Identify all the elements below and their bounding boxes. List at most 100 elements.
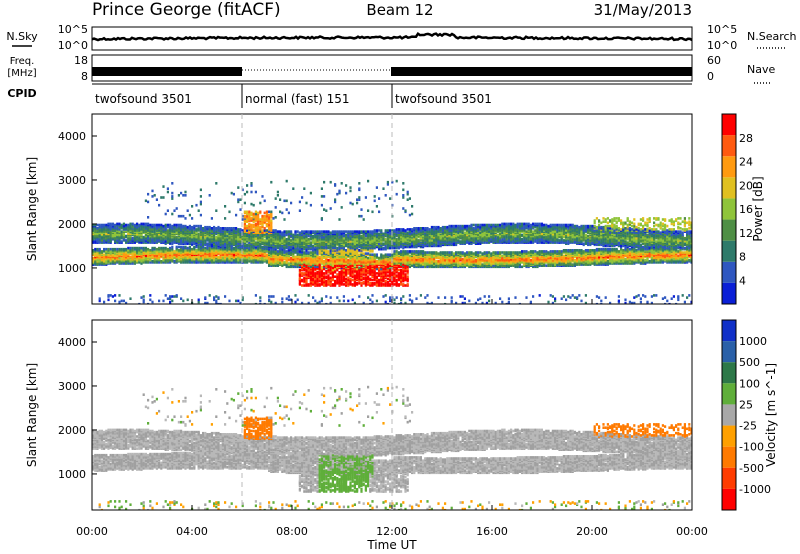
power-cell xyxy=(180,214,183,218)
power-cell xyxy=(305,275,308,278)
power-cell xyxy=(380,284,383,287)
power-cell xyxy=(334,230,337,233)
freq-right-tick-bottom: 0 xyxy=(707,70,714,83)
power-cell xyxy=(287,298,290,302)
power-cell xyxy=(342,299,345,303)
power-cell xyxy=(166,247,169,251)
power-cell xyxy=(243,246,246,250)
power-cell xyxy=(100,223,103,227)
power-cell xyxy=(241,229,244,232)
power-cell xyxy=(325,279,328,283)
power-cell xyxy=(125,301,128,304)
power-cell xyxy=(177,227,180,230)
power-cell xyxy=(298,276,301,280)
power-cell xyxy=(384,300,387,304)
power-cell xyxy=(250,184,253,187)
power-cell xyxy=(349,189,352,193)
power-cell xyxy=(303,276,306,280)
power-cell xyxy=(199,224,202,228)
power-cell xyxy=(140,241,143,244)
power-cell xyxy=(402,196,405,199)
power-cell xyxy=(204,301,207,304)
power-cell xyxy=(149,249,152,252)
power-cell xyxy=(283,261,286,264)
power-cell xyxy=(239,198,242,201)
power-cell xyxy=(287,235,290,239)
power-cell xyxy=(400,233,403,237)
power-cell xyxy=(274,216,277,219)
power-cell xyxy=(276,235,279,239)
power-cell xyxy=(224,227,227,230)
power-cell xyxy=(298,271,301,274)
power-cell xyxy=(274,197,277,200)
power-cell xyxy=(395,250,398,253)
power-cell xyxy=(166,209,169,212)
power-cell xyxy=(402,182,405,185)
power-cell xyxy=(171,245,174,249)
power-cell xyxy=(241,298,244,302)
power-cell xyxy=(129,297,132,300)
power-cell xyxy=(230,239,233,242)
power-cell xyxy=(94,227,97,230)
power-cell xyxy=(206,242,209,245)
power-cell xyxy=(270,250,273,253)
power-cell xyxy=(296,244,299,248)
power-cell xyxy=(395,274,398,277)
power-cell xyxy=(180,247,183,251)
power-cell xyxy=(375,205,378,208)
power-cell xyxy=(301,239,304,242)
power-cell xyxy=(155,261,158,264)
power-cell xyxy=(166,223,169,227)
power-cell xyxy=(246,243,249,247)
power-cell xyxy=(144,246,147,250)
power-cell xyxy=(404,301,407,304)
power-cell xyxy=(386,229,389,232)
power-cell xyxy=(323,283,326,286)
power-cell xyxy=(263,239,266,242)
power-cell xyxy=(347,230,350,233)
power-cell xyxy=(122,247,125,251)
power-cell xyxy=(391,253,394,256)
power-cell xyxy=(259,230,262,233)
power-cell xyxy=(228,246,231,250)
power-cell xyxy=(136,246,139,250)
power-cell xyxy=(345,277,348,281)
power-cell xyxy=(259,296,262,299)
power-cell xyxy=(312,230,315,233)
power-cell xyxy=(397,233,400,237)
power-cell xyxy=(177,214,180,218)
power-cell xyxy=(378,284,381,287)
power-cell xyxy=(160,252,163,255)
power-cell xyxy=(186,246,189,250)
power-cell xyxy=(349,242,352,245)
power-cell xyxy=(378,242,381,245)
power-cell xyxy=(318,230,321,233)
power-cell xyxy=(215,242,218,245)
power-cell xyxy=(191,205,194,208)
power-cell xyxy=(338,239,341,242)
power-cell xyxy=(195,249,198,252)
power-cell xyxy=(309,251,312,254)
power-cell xyxy=(331,230,334,233)
power-cell xyxy=(162,224,165,228)
power-cell xyxy=(404,261,407,264)
power-cell xyxy=(327,258,330,262)
power-cell xyxy=(195,203,198,207)
power-cell xyxy=(177,249,180,252)
power-cell xyxy=(386,183,389,186)
power-cell xyxy=(347,258,350,262)
power-cell xyxy=(364,269,367,273)
power-cell xyxy=(142,255,145,259)
power-cell xyxy=(259,234,262,238)
power-cell xyxy=(118,294,121,297)
power-cell xyxy=(351,249,354,252)
power-cell xyxy=(147,192,150,196)
power-cell xyxy=(404,255,407,259)
power-cell xyxy=(144,233,147,237)
power-cell xyxy=(285,238,288,241)
power-cell xyxy=(320,278,323,282)
power-cell xyxy=(254,222,257,226)
power-cell xyxy=(303,251,306,254)
power-cell xyxy=(116,250,119,253)
power-cell xyxy=(120,230,123,233)
